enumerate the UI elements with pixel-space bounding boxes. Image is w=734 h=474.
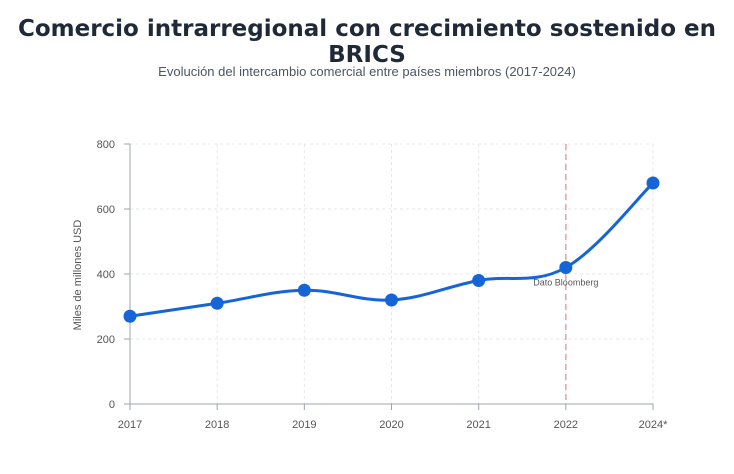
y-tick-label: 200 xyxy=(97,334,115,346)
grid xyxy=(130,143,654,404)
data-point xyxy=(385,293,398,307)
data-points xyxy=(123,176,660,323)
annotation-label: Dato Bloomberg xyxy=(533,278,598,288)
data-point xyxy=(646,176,660,190)
axes: 0 200 400 600 800 2017 2018 2019 2020 2021 2022 202… xyxy=(97,139,668,431)
data-point xyxy=(210,296,224,310)
data-point xyxy=(297,283,311,297)
x-tick-label: 2022 xyxy=(554,419,578,431)
data-point xyxy=(472,274,486,287)
y-tick-label: 0 xyxy=(109,399,115,411)
x-tick-label: 2024* xyxy=(639,419,668,431)
x-tick-label: 2018 xyxy=(205,419,229,431)
y-tick-label: 600 xyxy=(97,204,115,216)
data-point xyxy=(123,309,137,323)
x-tick-label: 2017 xyxy=(118,419,142,431)
x-tick-label: 2019 xyxy=(292,419,316,431)
x-tick-label: 2021 xyxy=(466,419,490,431)
y-tick-label: 400 xyxy=(97,269,115,281)
chart-title: Comercio intrarregional con crecimiento … xyxy=(17,16,717,68)
y-tick-label: 800 xyxy=(97,139,115,151)
data-point xyxy=(559,261,573,274)
chart-subtitle: Evolución del intercambio comercial entr… xyxy=(158,64,576,79)
x-tick-label: 2020 xyxy=(379,419,403,431)
y-axis-label: Miles de millones USD xyxy=(72,220,84,331)
